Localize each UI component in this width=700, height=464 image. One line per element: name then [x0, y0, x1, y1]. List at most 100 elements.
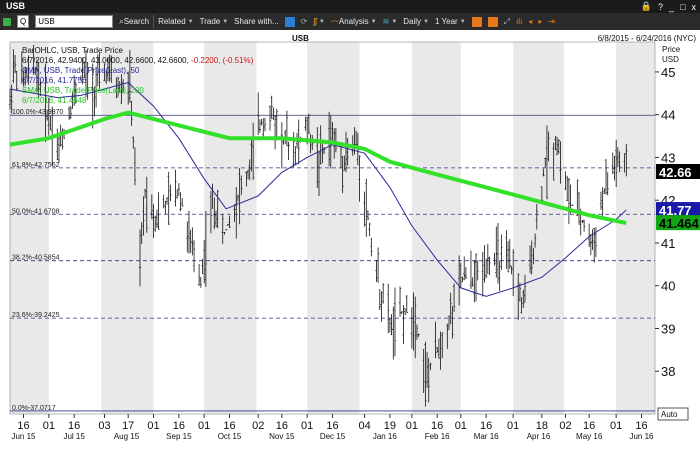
- y-tick-label: 44: [661, 108, 675, 123]
- x-month-label: Jun 16: [629, 432, 654, 441]
- x-tick-label: 01: [43, 420, 55, 432]
- month-band: [10, 42, 49, 414]
- fib-level-label: 50.0%-41.6708: [12, 208, 60, 215]
- y-tick-label: 41: [661, 236, 675, 251]
- analysis-icon: 〰: [330, 17, 339, 26]
- lock-icon[interactable]: 🔒: [640, 1, 653, 11]
- x-tick-label: 01: [455, 420, 467, 432]
- interval-dropdown[interactable]: Daily ▼: [400, 14, 432, 29]
- x-month-label: Dec 15: [320, 432, 346, 441]
- price-badge: [656, 215, 700, 231]
- x-month-label: Aug 15: [114, 432, 140, 441]
- chevron-down-icon: ▼: [222, 18, 229, 25]
- legend-sma50-value: 6/7/2016, 41.7756: [22, 76, 87, 85]
- x-month-label: Jan 16: [373, 432, 398, 441]
- chevron-down-icon: ▼: [423, 18, 429, 25]
- related-label: Related: [158, 17, 186, 26]
- auto-scale-button: [657, 407, 689, 421]
- analysis-label: Analysis: [338, 17, 369, 26]
- month-band: [411, 42, 461, 414]
- symbol-input-wrap[interactable]: USB: [32, 14, 116, 29]
- month-band: [513, 42, 564, 414]
- interval-label: Daily: [403, 17, 422, 26]
- studies-button[interactable]: ≋ ▼: [380, 14, 401, 29]
- price-badge-label: 41.77: [659, 203, 692, 218]
- link-button[interactable]: [0, 14, 14, 29]
- indicator-button[interactable]: ʃʃ ▼: [310, 14, 328, 29]
- symbol-input[interactable]: USB: [35, 15, 114, 28]
- chart-area[interactable]: USB 6/8/2015 - 6/24/2016 (NYC) Price USD 38 3…: [0, 30, 700, 464]
- y-tick-label: 38: [661, 364, 675, 379]
- chevron-down-icon: ▼: [459, 18, 466, 25]
- month-band: [204, 42, 257, 414]
- x-tick-label: 16: [431, 420, 443, 432]
- month-band: [101, 42, 154, 414]
- y-tick-label: 45: [661, 65, 675, 80]
- x-tick-label: 16: [223, 420, 235, 432]
- legend-sma200-name: SMA, USB, Trade Price(Last), 200: [22, 86, 144, 95]
- x-month-label: Jul 15: [63, 432, 85, 441]
- x-tick-label: 16: [173, 420, 185, 432]
- x-month-label: Feb 16: [425, 432, 450, 441]
- indicator-icon: ʃʃ: [313, 17, 317, 26]
- scroll-end-button[interactable]: ⇥: [545, 14, 558, 29]
- x-tick-label: 16: [326, 420, 338, 432]
- x-tick-label: 02: [252, 420, 264, 432]
- pencil-icon: [284, 16, 295, 27]
- scroll-left-button[interactable]: ◂: [525, 14, 535, 29]
- legend-sma50-name: SMA, USB, Trade Price(Last), 50: [22, 66, 140, 75]
- legend-price-values: 6/7/2016, 42.9400, 43.0000, 42.6600, 42.…: [22, 56, 254, 65]
- zoom-button[interactable]: ⤢: [501, 14, 513, 29]
- search-button[interactable]: ⌕ Search: [116, 14, 152, 29]
- chevron-down-icon: ▼: [187, 18, 194, 25]
- fib-level-label: 23.6%-39.2425: [12, 312, 60, 319]
- price-badge: [656, 163, 700, 179]
- fib-level-label: 100.0%-43.9870: [12, 109, 63, 116]
- x-tick-label: 16: [480, 420, 492, 432]
- x-month-label: Apr 16: [527, 432, 551, 441]
- fib-level-label: 38.2%-40.5854: [12, 255, 60, 262]
- refresh-button[interactable]: ⟳: [298, 14, 311, 29]
- studies-icon: ≋: [382, 17, 390, 26]
- analysis-menu[interactable]: 〰 Analysis ▼: [328, 14, 380, 29]
- window-controls: 🔒 ? _ □ x: [641, 0, 696, 13]
- x-month-label: Jun 15: [11, 432, 36, 441]
- chart-style-button[interactable]: [469, 14, 485, 29]
- auto-scale-label: Auto: [661, 410, 678, 419]
- compare-button[interactable]: [485, 14, 501, 29]
- price-axis-unit: USD: [662, 55, 679, 64]
- trade-menu[interactable]: Trade ▼: [197, 14, 232, 29]
- x-tick-label: 16: [635, 420, 647, 432]
- related-menu[interactable]: Related ▼: [155, 14, 197, 29]
- minimize-icon[interactable]: _: [669, 1, 675, 12]
- month-band: [616, 42, 655, 414]
- bar-style-icon: ılı: [516, 17, 523, 26]
- x-month-label: May 16: [576, 432, 603, 441]
- close-icon[interactable]: x: [691, 1, 697, 12]
- x-tick-label: 03: [98, 420, 110, 432]
- share-label: Share with...: [234, 17, 279, 26]
- draw-tool-button[interactable]: [282, 14, 298, 29]
- search-icon: ⌕: [119, 16, 124, 26]
- range-dropdown[interactable]: 1 Year ▼: [432, 14, 469, 29]
- x-tick-label: 16: [583, 420, 595, 432]
- scroll-right-button[interactable]: ▸: [535, 14, 545, 29]
- sma-50-line: [9, 82, 627, 297]
- x-tick-label: 01: [406, 420, 418, 432]
- arrow-right-icon: ▸: [538, 17, 543, 26]
- x-tick-label: 01: [610, 420, 622, 432]
- x-tick-label: 18: [536, 420, 548, 432]
- x-month-label: Mar 16: [474, 432, 499, 441]
- x-tick-label: 19: [384, 420, 396, 432]
- share-menu[interactable]: Share with...: [231, 14, 281, 29]
- bar-style-button[interactable]: ılı: [513, 14, 525, 29]
- x-month-label: Nov 15: [269, 432, 295, 441]
- search-label: Search: [123, 17, 150, 26]
- maximize-icon[interactable]: □: [680, 1, 686, 12]
- help-icon[interactable]: ?: [658, 1, 664, 12]
- symbol-type-dropdown[interactable]: Q: [14, 14, 32, 29]
- month-band: [307, 42, 360, 414]
- compare-chart-icon: [487, 16, 498, 27]
